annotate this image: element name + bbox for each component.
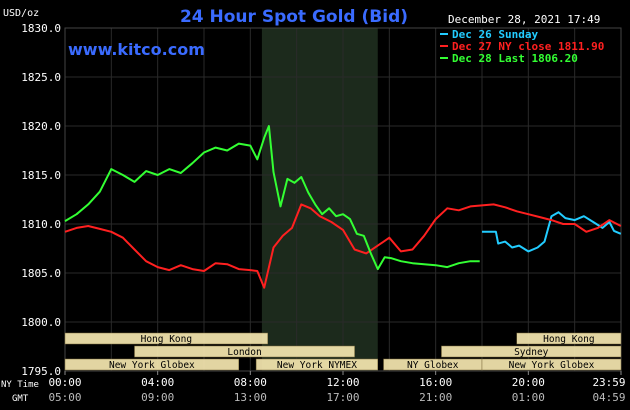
session-label: Sydney: [514, 347, 549, 358]
x-tick-label-ny: 04:00: [141, 376, 174, 389]
x-tick-label-ny: 16:00: [419, 376, 452, 389]
date-stamp: December 28, 2021 17:49: [448, 13, 600, 26]
x-tick-label-gmt: 01:00: [512, 391, 545, 404]
x-tick-label-gmt: 04:59: [592, 391, 625, 404]
session-label: New York Globex: [509, 360, 595, 371]
x-tick-label-ny: 23:59: [592, 376, 625, 389]
y-tick-label: 1810.0: [21, 218, 61, 231]
y-tick-label: 1820.0: [21, 120, 61, 133]
x-tick-label-ny: 20:00: [512, 376, 545, 389]
session-band: [64, 332, 268, 345]
series-line-1: [482, 211, 622, 253]
x-tick-label-gmt: 13:00: [234, 391, 267, 404]
session-label: New York NYMEX: [277, 360, 357, 371]
series-line-2: [64, 203, 622, 289]
x-tick-label-gmt: 21:00: [419, 391, 452, 404]
session-label: Hong Kong: [141, 334, 192, 345]
legend-item-dec26: Dec 26 Sunday: [452, 28, 538, 41]
y-tick-label: 1830.0: [21, 22, 61, 35]
session-band: [255, 358, 378, 371]
legend-item-dec28: Dec 28 Last 1806.20: [452, 52, 578, 65]
session-label: Hong Kong: [543, 334, 594, 345]
x-tick-label-gmt: 17:00: [326, 391, 359, 404]
site-watermark: www.kitco.com: [68, 40, 205, 59]
unit-label: USD/oz: [3, 8, 39, 19]
legend-item-dec27: Dec 27 NY close 1811.90: [452, 40, 604, 53]
x-tick-label-ny: 12:00: [326, 376, 359, 389]
session-label: NY Globex: [407, 360, 459, 371]
session-bands: Hong Kong Hong Kong London Sydney New York G…: [64, 332, 622, 371]
session-label: New York Globex: [109, 360, 195, 371]
legend: Dec 26 Sunday Dec 27 NY close 1811.90 De…: [440, 28, 604, 65]
x-tick-label-gmt: 09:00: [141, 391, 174, 404]
x-tick-label-ny: 08:00: [234, 376, 267, 389]
axis-layer: 1830.0 1825.0 1820.0 1815.0 1810.0 1805.0 1800…: [21, 22, 625, 404]
x-tick-label-gmt: 05:00: [48, 391, 81, 404]
y-tick-label: 1825.0: [21, 71, 61, 84]
session-band: [134, 345, 355, 358]
ny-time-label: NY Time: [1, 380, 39, 390]
series-layer: [64, 125, 622, 289]
session-band: [441, 345, 622, 358]
series-line-3: [64, 125, 480, 271]
session-band: [481, 358, 622, 371]
y-tick-label: 1795.0: [21, 365, 61, 378]
session-label: London: [227, 347, 261, 358]
session-band: [64, 358, 239, 371]
chart-title: 24 Hour Spot Gold (Bid): [180, 7, 408, 27]
y-tick-label: 1800.0: [21, 316, 61, 329]
x-tick-label-ny: 00:00: [48, 376, 81, 389]
session-band: [516, 332, 622, 345]
y-tick-label: 1805.0: [21, 267, 61, 280]
gmt-label: GMT: [12, 394, 29, 404]
y-tick-label: 1815.0: [21, 169, 61, 182]
